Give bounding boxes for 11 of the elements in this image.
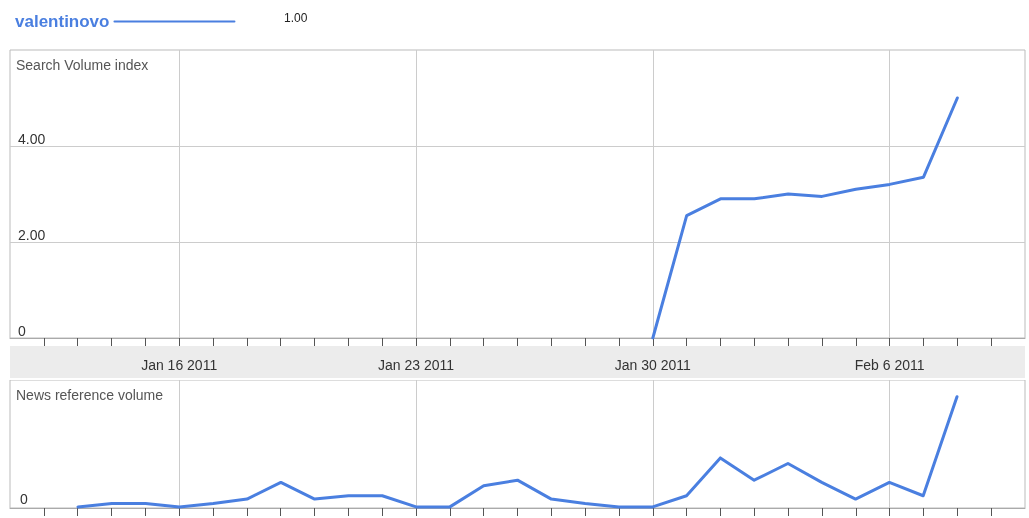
y-tick-label: 4.00: [18, 131, 46, 147]
y-tick-label: 2.00: [18, 227, 46, 243]
y-tick-label: 0: [18, 323, 26, 339]
x-tick-label: Jan 30 2011: [614, 357, 692, 373]
y-axis-title: Search Volume index: [16, 57, 149, 73]
x-tick-label: Jan 23 2011: [377, 357, 455, 373]
x-tick-label: Jan 16 2011: [141, 357, 218, 373]
y-axis-title: News reference volume: [16, 387, 164, 403]
text: 1.00: [284, 11, 308, 25]
x-tick-label: Feb 6 2011: [854, 357, 925, 373]
text: valentinovo: [14, 12, 110, 31]
